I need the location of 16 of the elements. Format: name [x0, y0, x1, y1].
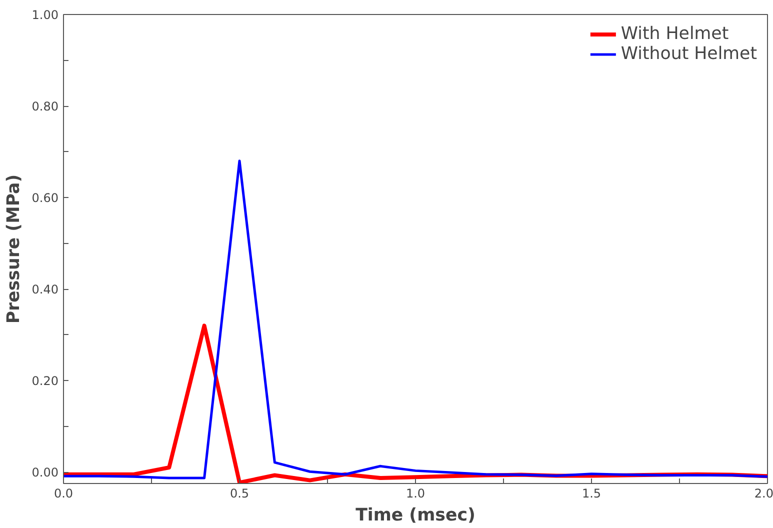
y-axis-title: Pressure (MPa) — [4, 174, 24, 324]
x-tick-label: 0.0 — [54, 486, 74, 500]
y-tick-label: 0.80 — [32, 100, 58, 114]
line-series — [64, 160, 768, 480]
x-axis-title: Time (msec) — [356, 506, 476, 526]
legend-label: With Helmet — [620, 24, 729, 44]
y-tick-label: 1.00 — [32, 8, 58, 22]
x-tick-label: 1.0 — [406, 486, 426, 500]
x-tick-label: 1.5 — [582, 486, 602, 500]
y-tick-label: 0.60 — [32, 191, 58, 206]
y-tick-label: 0.00 — [32, 466, 58, 480]
x-tick-label: 0.5 — [230, 486, 250, 500]
x-tick-label: 2.0 — [754, 486, 773, 500]
y-tick-label: 0.20 — [32, 374, 58, 388]
y-tick-label: 0.40 — [32, 282, 58, 297]
legend-label: Without Helmet — [620, 44, 757, 64]
